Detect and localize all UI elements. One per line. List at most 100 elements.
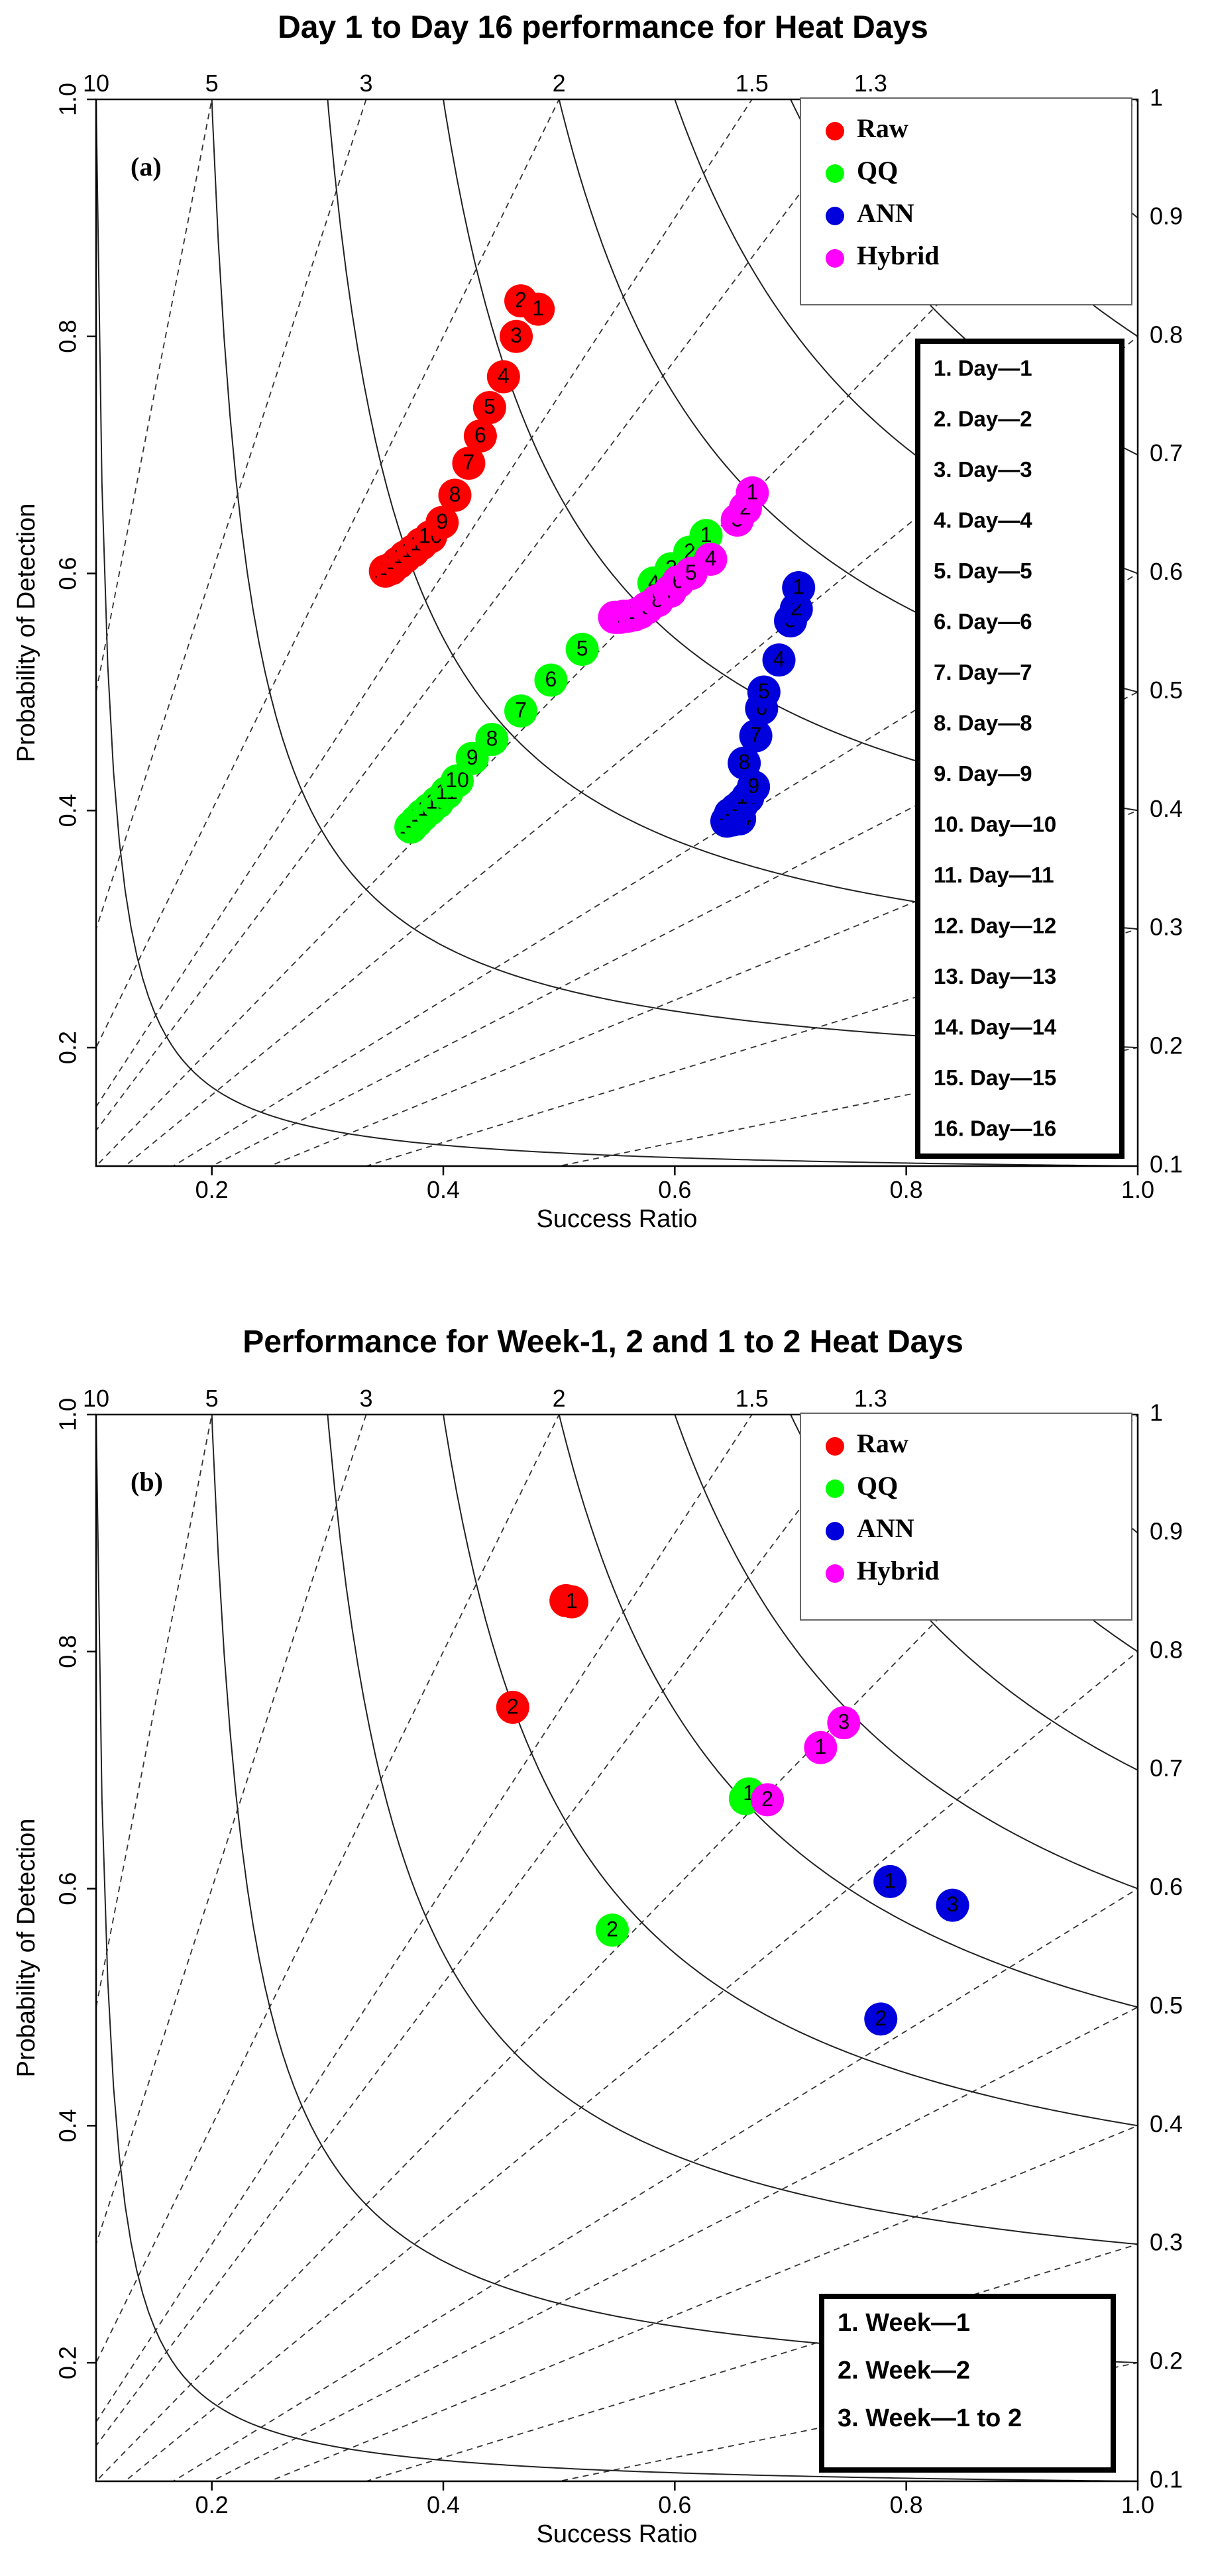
chart-b-panel-label: (b) (131, 1467, 163, 1497)
chart-a-point-label: 7 (750, 723, 762, 747)
chart-a-legend (800, 97, 1132, 305)
chart-a-key-item: 15. Day—15 (934, 1065, 1056, 1090)
chart-b-y-tick-label: 0.8 (54, 1635, 82, 1668)
chart-b-title: Performance for Week-1, 2 and 1 to 2 Hea… (243, 1324, 963, 1360)
chart-a-key-item: 4. Day—4 (934, 508, 1032, 533)
chart-b-csi-contour (558, 1415, 1138, 2008)
chart-b-point-label: 2 (507, 1694, 519, 1718)
chart-a-x-tick-label: 0.6 (658, 1176, 691, 1203)
chart-a-bias-line (96, 99, 753, 1108)
chart-a-point-qq (504, 694, 538, 728)
chart-a-key-item: 5. Day—5 (934, 559, 1032, 583)
chart-a-bias-label: 2 (553, 70, 566, 97)
chart-a-point-raw (452, 447, 486, 480)
chart-a-key-item: 6. Day—6 (934, 610, 1032, 634)
chart-a-point-ann (782, 571, 816, 605)
chart-b-point-label: 2 (875, 2006, 887, 2030)
chart-a-legend-label-qq: QQ (857, 156, 898, 186)
chart-a-point-label: 5 (758, 679, 770, 703)
chart-a-csi-label: 0.5 (1150, 676, 1183, 704)
chart-b-y-axis-title: Probability of Detection (13, 1819, 40, 2078)
chart-b-point-label: 1 (884, 1868, 896, 1892)
chart-a-x-tick-label: 1.0 (1121, 1176, 1154, 1203)
chart-a-csi-label: 0.8 (1150, 321, 1183, 348)
chart-b-point-label: 3 (947, 1892, 959, 1916)
chart-a-bias-line (96, 99, 560, 1049)
chart-b-point-label: 1 (815, 1735, 827, 1758)
chart-a-point-ann (762, 643, 796, 677)
chart-b-legend-label-ann: ANN (857, 1513, 914, 1543)
chart-b-series-raw: 321 (496, 1583, 588, 1724)
chart-b-csi-label: 1 (1150, 1399, 1163, 1426)
chart-a-y-tick-label: 0.8 (54, 320, 82, 353)
chart-a-point-raw (472, 391, 506, 425)
chart-b-point-label: 2 (606, 1917, 618, 1941)
chart-b-key-item: 3. Week—1 to 2 (838, 2404, 1022, 2432)
chart-b-key-item: 1. Week—1 (838, 2309, 970, 2337)
chart-a-y-tick-label: 0.2 (54, 1031, 82, 1064)
chart-a-csi-label: 0.6 (1150, 558, 1183, 585)
chart-a-series-raw: 16151413121110987654321 (368, 284, 555, 588)
chart-a-bias-label: 1.3 (854, 70, 887, 97)
chart-b-bias-label: 2 (553, 1385, 566, 1412)
chart-a-title: Day 1 to Day 16 performance for Heat Day… (278, 10, 928, 45)
chart-b-csi-label: 0.7 (1150, 1754, 1183, 1782)
chart-a-key-item: 14. Day—14 (934, 1015, 1057, 1040)
chart-b-legend-marker-raw (826, 1437, 844, 1456)
chart-b-y-tick-label: 0.4 (54, 2109, 82, 2142)
chart-b-x-tick-label: 0.4 (427, 2491, 460, 2518)
chart-a-key-item: 11. Day—11 (934, 863, 1054, 887)
chart-a-point-label: 7 (515, 698, 527, 722)
chart-a-y-axis-title: Probability of Detection (13, 504, 40, 763)
chart-b-point-label: 2 (761, 1787, 773, 1811)
chart-a-point-label: 9 (436, 510, 448, 533)
chart-a-point-label: 8 (486, 726, 498, 750)
chart-a-csi-label: 0.7 (1150, 439, 1183, 466)
chart-a-csi-label: 0.4 (1150, 795, 1183, 822)
chart-b-csi-contour (674, 1415, 1138, 1890)
chart-a-point-label: 9 (747, 774, 759, 798)
chart-a-legend-label-hybrid: Hybrid (857, 241, 939, 270)
chart-a-points: 1615141312111098765432116151413121110987… (368, 284, 816, 844)
chart-a-panel-label: (a) (131, 152, 162, 182)
chart-a-key-item: 7. Day—7 (934, 660, 1032, 684)
chart-a-legend-label-ann: ANN (857, 198, 914, 228)
chart-a-point-qq (534, 663, 568, 697)
chart-a-y-tick-label: 0.4 (54, 794, 82, 827)
chart-a-point-raw (438, 478, 472, 512)
chart-a-key-item: 16. Day—16 (934, 1116, 1056, 1141)
chart-b-x-axis-title: Success Ratio (537, 2520, 698, 2548)
chart-a-point-hybrid (736, 476, 769, 510)
chart-a-legend-label-raw: Raw (857, 113, 908, 143)
chart-b-bias-line (268, 2125, 1138, 2481)
chart-a-point-label: 8 (738, 750, 750, 774)
chart-b-bias-line (172, 1888, 1138, 2481)
chart-a-key-item: 9. Day—9 (934, 761, 1032, 786)
chart-a-point-label: 4 (705, 547, 717, 570)
chart-b-legend-marker-ann (826, 1522, 844, 1540)
chart-a-point-label: 4 (773, 647, 785, 671)
chart-b-legend-label-qq: QQ (857, 1471, 898, 1501)
chart-a-point-label: 8 (449, 482, 461, 506)
chart-b-point-raw (555, 1585, 588, 1619)
chart-a-y-tick-label: 1.0 (54, 83, 82, 116)
chart-a-key-item: 8. Day—8 (934, 711, 1032, 735)
chart-a-bias-line (124, 336, 1138, 1166)
chart-b-legend-marker-qq (826, 1479, 844, 1498)
chart-b-key-box (819, 2294, 1116, 2473)
chart-a-csi-label: 0.3 (1150, 914, 1183, 941)
chart-a-csi-contour (96, 99, 1138, 1166)
chart-a-y-tick-label: 0.6 (54, 557, 82, 590)
chart-b-points: 321321321321 (496, 1583, 969, 2036)
chart-a-key-item: 10. Day—10 (934, 812, 1056, 837)
chart-b-series-hybrid: 3 2 1 (751, 1706, 861, 1817)
chart-b-point-label: 3 (838, 1710, 850, 1734)
chart-b-csi-label: 0.4 (1150, 2110, 1183, 2137)
chart-a-csi-label: 0.9 (1150, 202, 1183, 229)
chart-a-bias-label: 10 (83, 70, 109, 97)
chart-a-x-tick-label: 0.2 (195, 1176, 229, 1203)
chart-a-csi-label: 1 (1150, 84, 1163, 111)
chart-a-legend-marker-ann (826, 207, 844, 225)
chart-b-x-tick-label: 0.6 (658, 2491, 691, 2518)
chart-a-point-label: 5 (685, 561, 697, 584)
